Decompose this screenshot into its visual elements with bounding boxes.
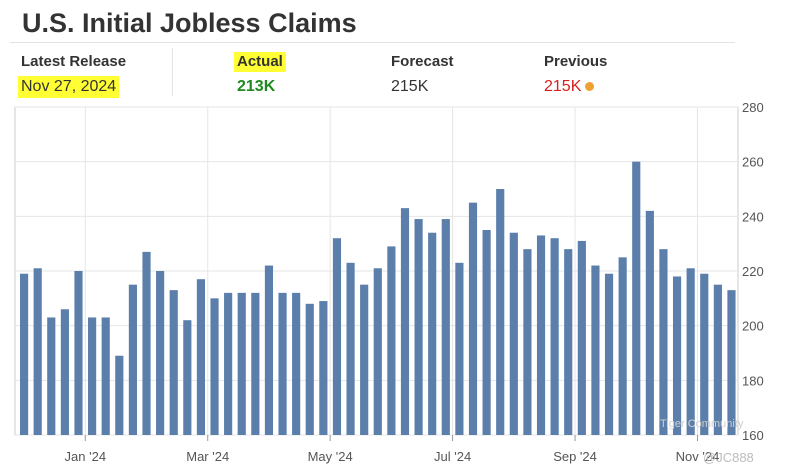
page-title: U.S. Initial Jobless Claims bbox=[22, 8, 357, 38]
forecast-stat: Forecast 215K bbox=[388, 52, 457, 98]
bar bbox=[414, 219, 423, 435]
bar bbox=[482, 230, 491, 435]
actual-value: 213K bbox=[237, 78, 276, 95]
bar bbox=[264, 265, 274, 435]
bar bbox=[346, 262, 355, 435]
bar bbox=[47, 317, 56, 435]
x-tick-label: Jan '24 bbox=[65, 449, 107, 464]
bar bbox=[156, 271, 165, 435]
bar bbox=[659, 249, 668, 435]
watermark-handle: @JC888 bbox=[703, 450, 754, 465]
title-divider bbox=[10, 42, 735, 43]
bar bbox=[496, 189, 505, 435]
y-tick-label: 240 bbox=[742, 209, 764, 224]
x-tick-label: Sep '24 bbox=[553, 449, 597, 464]
y-tick-label: 260 bbox=[742, 155, 764, 170]
bar bbox=[210, 298, 219, 435]
actual-label: Actual bbox=[234, 52, 286, 72]
bar bbox=[700, 273, 709, 435]
bar bbox=[632, 161, 641, 435]
bar bbox=[387, 246, 396, 435]
previous-dot-icon bbox=[585, 82, 595, 92]
y-tick-label: 280 bbox=[742, 100, 764, 115]
bar bbox=[128, 284, 137, 435]
bar bbox=[400, 208, 410, 435]
bar bbox=[20, 273, 29, 435]
y-tick-label: 160 bbox=[742, 428, 764, 443]
bar bbox=[88, 317, 97, 435]
x-tick-label: Nov '24 bbox=[676, 449, 720, 464]
bar bbox=[441, 219, 450, 435]
previous-value-wrap: 215K bbox=[541, 76, 597, 98]
bar bbox=[428, 232, 437, 435]
bar bbox=[564, 249, 573, 435]
forecast-label: Forecast bbox=[391, 53, 454, 70]
bar bbox=[60, 309, 69, 435]
bar bbox=[305, 303, 314, 435]
bar bbox=[550, 238, 559, 435]
bar bbox=[373, 268, 382, 435]
bar bbox=[713, 284, 722, 435]
bar bbox=[319, 301, 328, 435]
bar bbox=[686, 268, 695, 435]
bar bbox=[115, 355, 124, 435]
latest-release-value: Nov 27, 2024 bbox=[18, 76, 120, 98]
x-tick-label: Mar '24 bbox=[186, 449, 229, 464]
forecast-value: 215K bbox=[391, 78, 429, 95]
bar bbox=[591, 265, 600, 435]
bar bbox=[523, 249, 532, 435]
x-tick-label: May '24 bbox=[308, 449, 353, 464]
latest-release-stat: Latest Release Nov 27, 2024 bbox=[18, 52, 129, 98]
bar bbox=[224, 292, 233, 435]
bar bbox=[645, 210, 654, 435]
latest-release-label: Latest Release bbox=[21, 53, 127, 70]
actual-stat: Actual 213K bbox=[234, 52, 286, 98]
bar bbox=[672, 276, 682, 435]
bar bbox=[292, 292, 301, 435]
bar bbox=[142, 251, 151, 435]
bar bbox=[251, 292, 260, 435]
y-tick-label: 200 bbox=[742, 319, 764, 334]
bar bbox=[183, 320, 192, 435]
bar bbox=[101, 317, 110, 435]
bar bbox=[360, 284, 369, 435]
previous-label: Previous bbox=[544, 53, 608, 70]
bar bbox=[468, 202, 478, 435]
bar bbox=[536, 235, 546, 435]
y-tick-label: 220 bbox=[742, 264, 764, 279]
bar bbox=[74, 271, 83, 435]
bar bbox=[196, 279, 206, 435]
y-tick-label: 180 bbox=[742, 373, 764, 388]
bar bbox=[237, 292, 246, 435]
previous-stat: Previous 215K bbox=[541, 52, 610, 98]
bar bbox=[604, 273, 614, 435]
bar bbox=[577, 240, 586, 435]
x-tick-label: Jul '24 bbox=[434, 449, 471, 464]
bar bbox=[169, 290, 178, 435]
bar bbox=[509, 232, 518, 435]
bar bbox=[618, 257, 627, 435]
bar bbox=[33, 268, 42, 435]
previous-value: 215K bbox=[544, 78, 582, 95]
watermark-brand: Tiger Community bbox=[660, 418, 744, 430]
stat-divider bbox=[172, 48, 173, 96]
bar bbox=[727, 290, 736, 435]
bar bbox=[278, 292, 287, 435]
bar bbox=[455, 262, 464, 435]
bar bbox=[332, 238, 342, 435]
